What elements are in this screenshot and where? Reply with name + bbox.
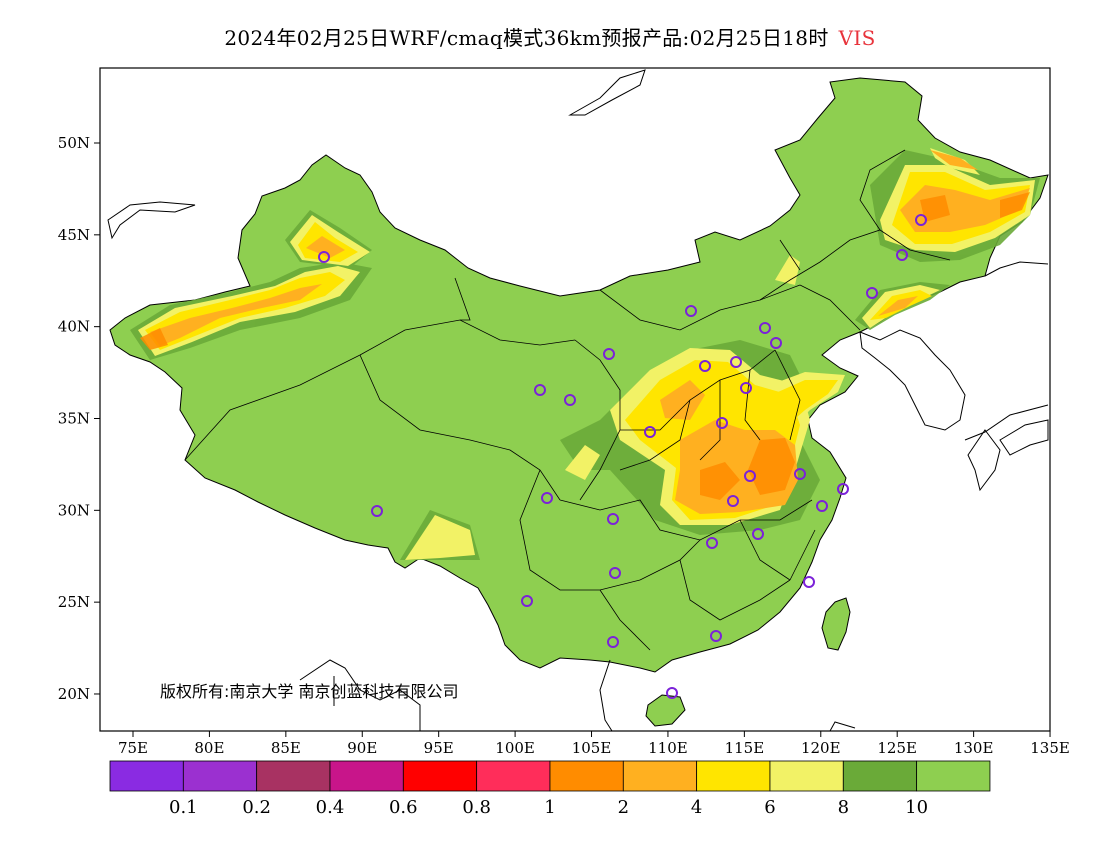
lat-tick-label: 30N xyxy=(58,501,90,519)
station-marker xyxy=(603,348,615,360)
colorbar-swatch xyxy=(549,760,624,792)
colorbar-swatch xyxy=(329,760,404,792)
colorbar-label: 6 xyxy=(764,797,775,818)
lon-tick-label: 80E xyxy=(194,739,224,757)
colorbar-label: 8 xyxy=(838,797,849,818)
colorbar-swatch xyxy=(256,760,331,792)
colorbar-label: 4 xyxy=(691,797,702,818)
latitude-axis: 50N 45N 40N 35N 30N 25N 20N xyxy=(58,134,100,703)
lon-tick-label: 95E xyxy=(424,739,454,757)
lon-tick-label: 135E xyxy=(1030,739,1070,757)
station-marker xyxy=(740,382,752,394)
colorbar-swatch xyxy=(182,760,258,792)
lon-tick-label: 85E xyxy=(271,739,301,757)
lon-tick-label: 105E xyxy=(572,739,612,757)
station-marker xyxy=(371,505,383,517)
station-marker xyxy=(866,287,878,299)
station-marker xyxy=(607,636,619,648)
station-marker xyxy=(699,360,711,372)
lat-tick-label: 20N xyxy=(58,685,90,703)
colorbar-swatch xyxy=(109,760,184,792)
station-marker xyxy=(706,537,718,549)
station-marker xyxy=(564,394,576,406)
colorbar-label: 0.4 xyxy=(316,797,345,818)
title-variable: VIS xyxy=(838,26,876,50)
station-marker xyxy=(727,495,739,507)
taiwan-island xyxy=(821,597,851,651)
station-marker xyxy=(710,630,722,642)
station-marker xyxy=(541,492,553,504)
colorbar-label: 2 xyxy=(618,797,629,818)
station-marker xyxy=(534,384,546,396)
lat-tick-label: 50N xyxy=(58,134,90,152)
lon-tick-label: 100E xyxy=(495,739,535,757)
colorbar-swatch xyxy=(622,760,698,792)
station-marker xyxy=(318,251,330,263)
station-marker xyxy=(607,513,619,525)
title-main: 2024年02月25日WRF/cmaq模式36km预报产品:02月25日18时 xyxy=(224,26,829,50)
colorbar-label: 1 xyxy=(544,797,555,818)
lon-tick-label: 75E xyxy=(118,739,148,757)
lon-tick-label: 130E xyxy=(954,739,994,757)
station-marker xyxy=(896,249,908,261)
colorbar: 0.1 0.2 0.4 0.6 0.8 1 2 4 6 8 10 xyxy=(109,760,991,818)
colorbar-label: 10 xyxy=(905,797,928,818)
station-marker xyxy=(744,470,756,482)
station-marker xyxy=(609,567,621,579)
station-markers xyxy=(318,214,927,699)
copyright-line: 版权所有:南京大学 南京创蓝科技有限公司 xyxy=(160,682,458,701)
station-marker xyxy=(816,500,828,512)
lat-tick-label: 40N xyxy=(58,318,90,336)
colorbar-swatch xyxy=(476,760,551,792)
station-marker xyxy=(730,356,742,368)
copyright-text: 版权所有:南京大学 南京创蓝科技有限公司 xyxy=(160,682,458,701)
lat-tick-label: 45N xyxy=(58,226,90,244)
station-marker xyxy=(915,214,927,226)
colorbar-label: 0.2 xyxy=(242,797,271,818)
station-marker xyxy=(759,322,771,334)
station-marker xyxy=(644,426,656,438)
station-marker xyxy=(794,468,806,480)
lon-tick-label: 125E xyxy=(877,739,917,757)
station-marker xyxy=(716,417,728,429)
vis-1-2km-areas xyxy=(140,192,1030,500)
station-marker xyxy=(837,483,849,495)
hainan-island xyxy=(645,694,686,727)
colorbar-swatch xyxy=(842,760,918,792)
colorbar-swatch xyxy=(916,760,991,792)
station-marker xyxy=(521,595,533,607)
station-marker xyxy=(666,687,678,699)
lon-tick-label: 110E xyxy=(648,739,688,757)
colorbar-swatch xyxy=(696,760,771,792)
lon-tick-label: 115E xyxy=(725,739,765,757)
colorbar-swatch xyxy=(402,760,478,792)
station-marker xyxy=(685,305,697,317)
lon-tick-label: 90E xyxy=(347,739,377,757)
station-marker xyxy=(752,528,764,540)
lat-tick-label: 25N xyxy=(58,593,90,611)
colorbar-label: 0.8 xyxy=(462,797,491,818)
province-borders xyxy=(184,149,951,651)
station-marker xyxy=(770,337,782,349)
colorbar-label: 0.1 xyxy=(169,797,198,818)
map-title: 2024年02月25日WRF/cmaq模式36km预报产品:02月25日18时 V… xyxy=(0,22,1100,51)
map-frame-border xyxy=(99,67,1051,732)
lon-tick-label: 120E xyxy=(801,739,841,757)
colorbar-swatch xyxy=(769,760,844,792)
colorbar-label: 0.6 xyxy=(389,797,418,818)
lat-tick-label: 35N xyxy=(58,409,90,427)
neighbor-coastlines xyxy=(107,69,1049,731)
longitude-axis: 75E 80E 85E 90E 95E 100E 105E 110E 115E 120E 125E 1… xyxy=(118,731,1070,757)
station-marker xyxy=(803,576,815,588)
map-content: 版权所有:南京大学 南京创蓝科技有限公司 xyxy=(107,69,1049,731)
